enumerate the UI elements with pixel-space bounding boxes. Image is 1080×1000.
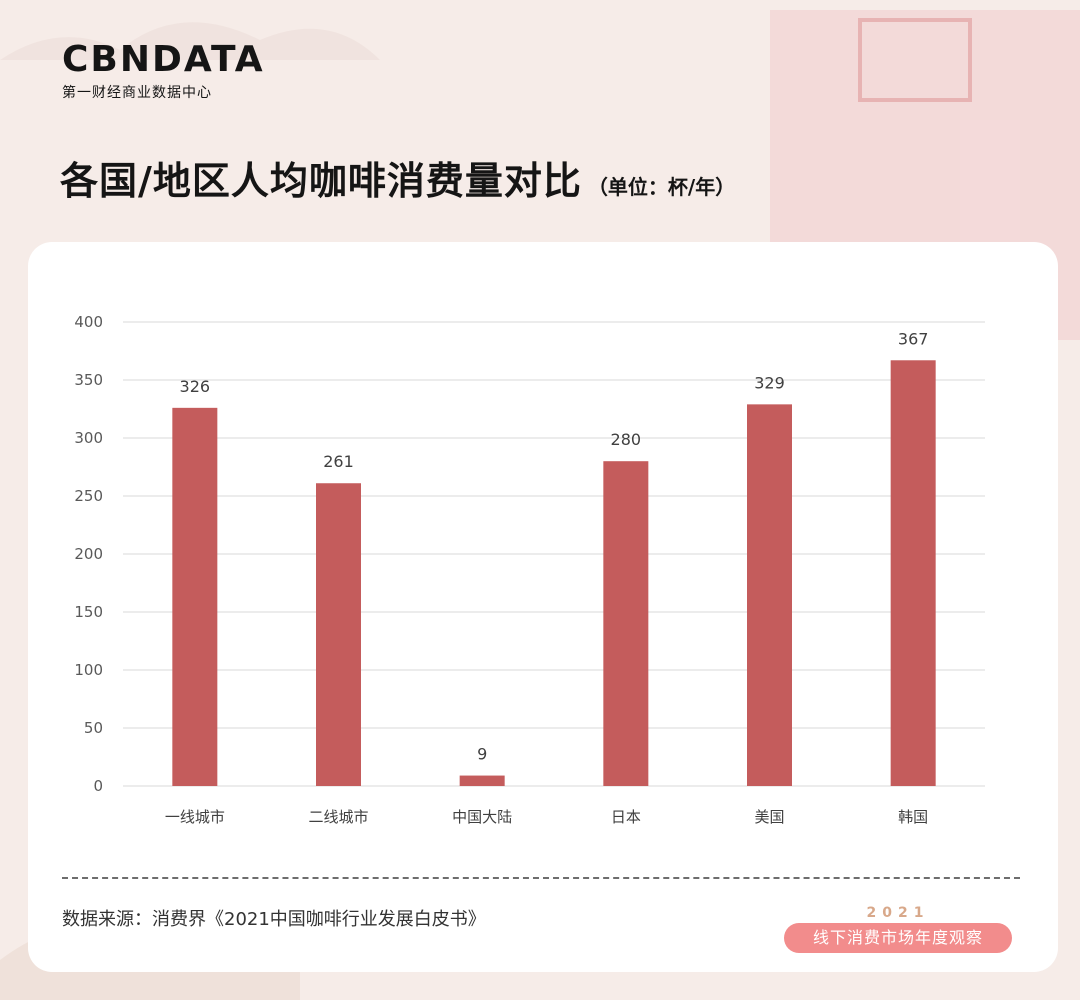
y-tick-label: 150 [74,603,103,621]
x-tick-label: 日本 [611,808,641,826]
chart-card: 0 50 100 150 200 250 300 350 400 326 一线城市 261 二线城市 9 中… [28,242,1058,972]
cbndata-logo: CBNDATA 第一财经商业数据中心 [62,40,265,102]
bar [316,483,361,786]
x-tick-label: 韩国 [898,808,928,826]
data-label: 261 [323,452,354,471]
y-tick-label: 250 [74,487,103,505]
divider [62,877,1020,879]
badge-year: 2021 [866,905,930,921]
chart-title: 各国/地区人均咖啡消费量对比 [60,159,582,203]
y-tick-label: 200 [74,545,103,563]
x-tick-label: 一线城市 [165,808,225,826]
y-tick-label: 100 [74,661,103,679]
data-label: 329 [754,373,785,392]
bar [747,404,792,786]
badge-label: 线下消费市场年度观察 [784,923,1012,953]
report-badge: 2021 线下消费市场年度观察 [780,905,1016,955]
source-note: 数据来源：消费界《2021中国咖啡行业发展白皮书》 [62,909,486,930]
y-tick-label: 300 [74,429,103,447]
logo-tagline: 第一财经商业数据中心 [62,85,212,101]
x-tick-label: 中国大陆 [452,808,512,826]
x-tick-label: 美国 [754,808,784,826]
bar [603,461,649,786]
bar [459,775,505,786]
y-tick-label: 0 [93,777,103,795]
data-label: 326 [180,377,211,396]
unit-note: （单位：杯/年） [587,175,736,199]
bar [172,407,218,786]
bar [890,360,936,786]
data-label: 9 [477,745,487,764]
y-tick-label: 350 [74,371,103,389]
bar-chart: 0 50 100 150 200 250 300 350 400 326 一线城市 261 二线城市 9 中… [74,313,985,826]
y-tick-label: 50 [84,719,103,737]
y-tick-label: 400 [74,313,103,331]
title-row: 各国/地区人均咖啡消费量对比 （单位：杯/年） [60,150,735,205]
logo-wordmark: CBNDATA [62,39,265,80]
data-label: 280 [611,430,642,449]
data-label: 367 [898,329,929,348]
x-tick-label: 二线城市 [308,808,368,826]
